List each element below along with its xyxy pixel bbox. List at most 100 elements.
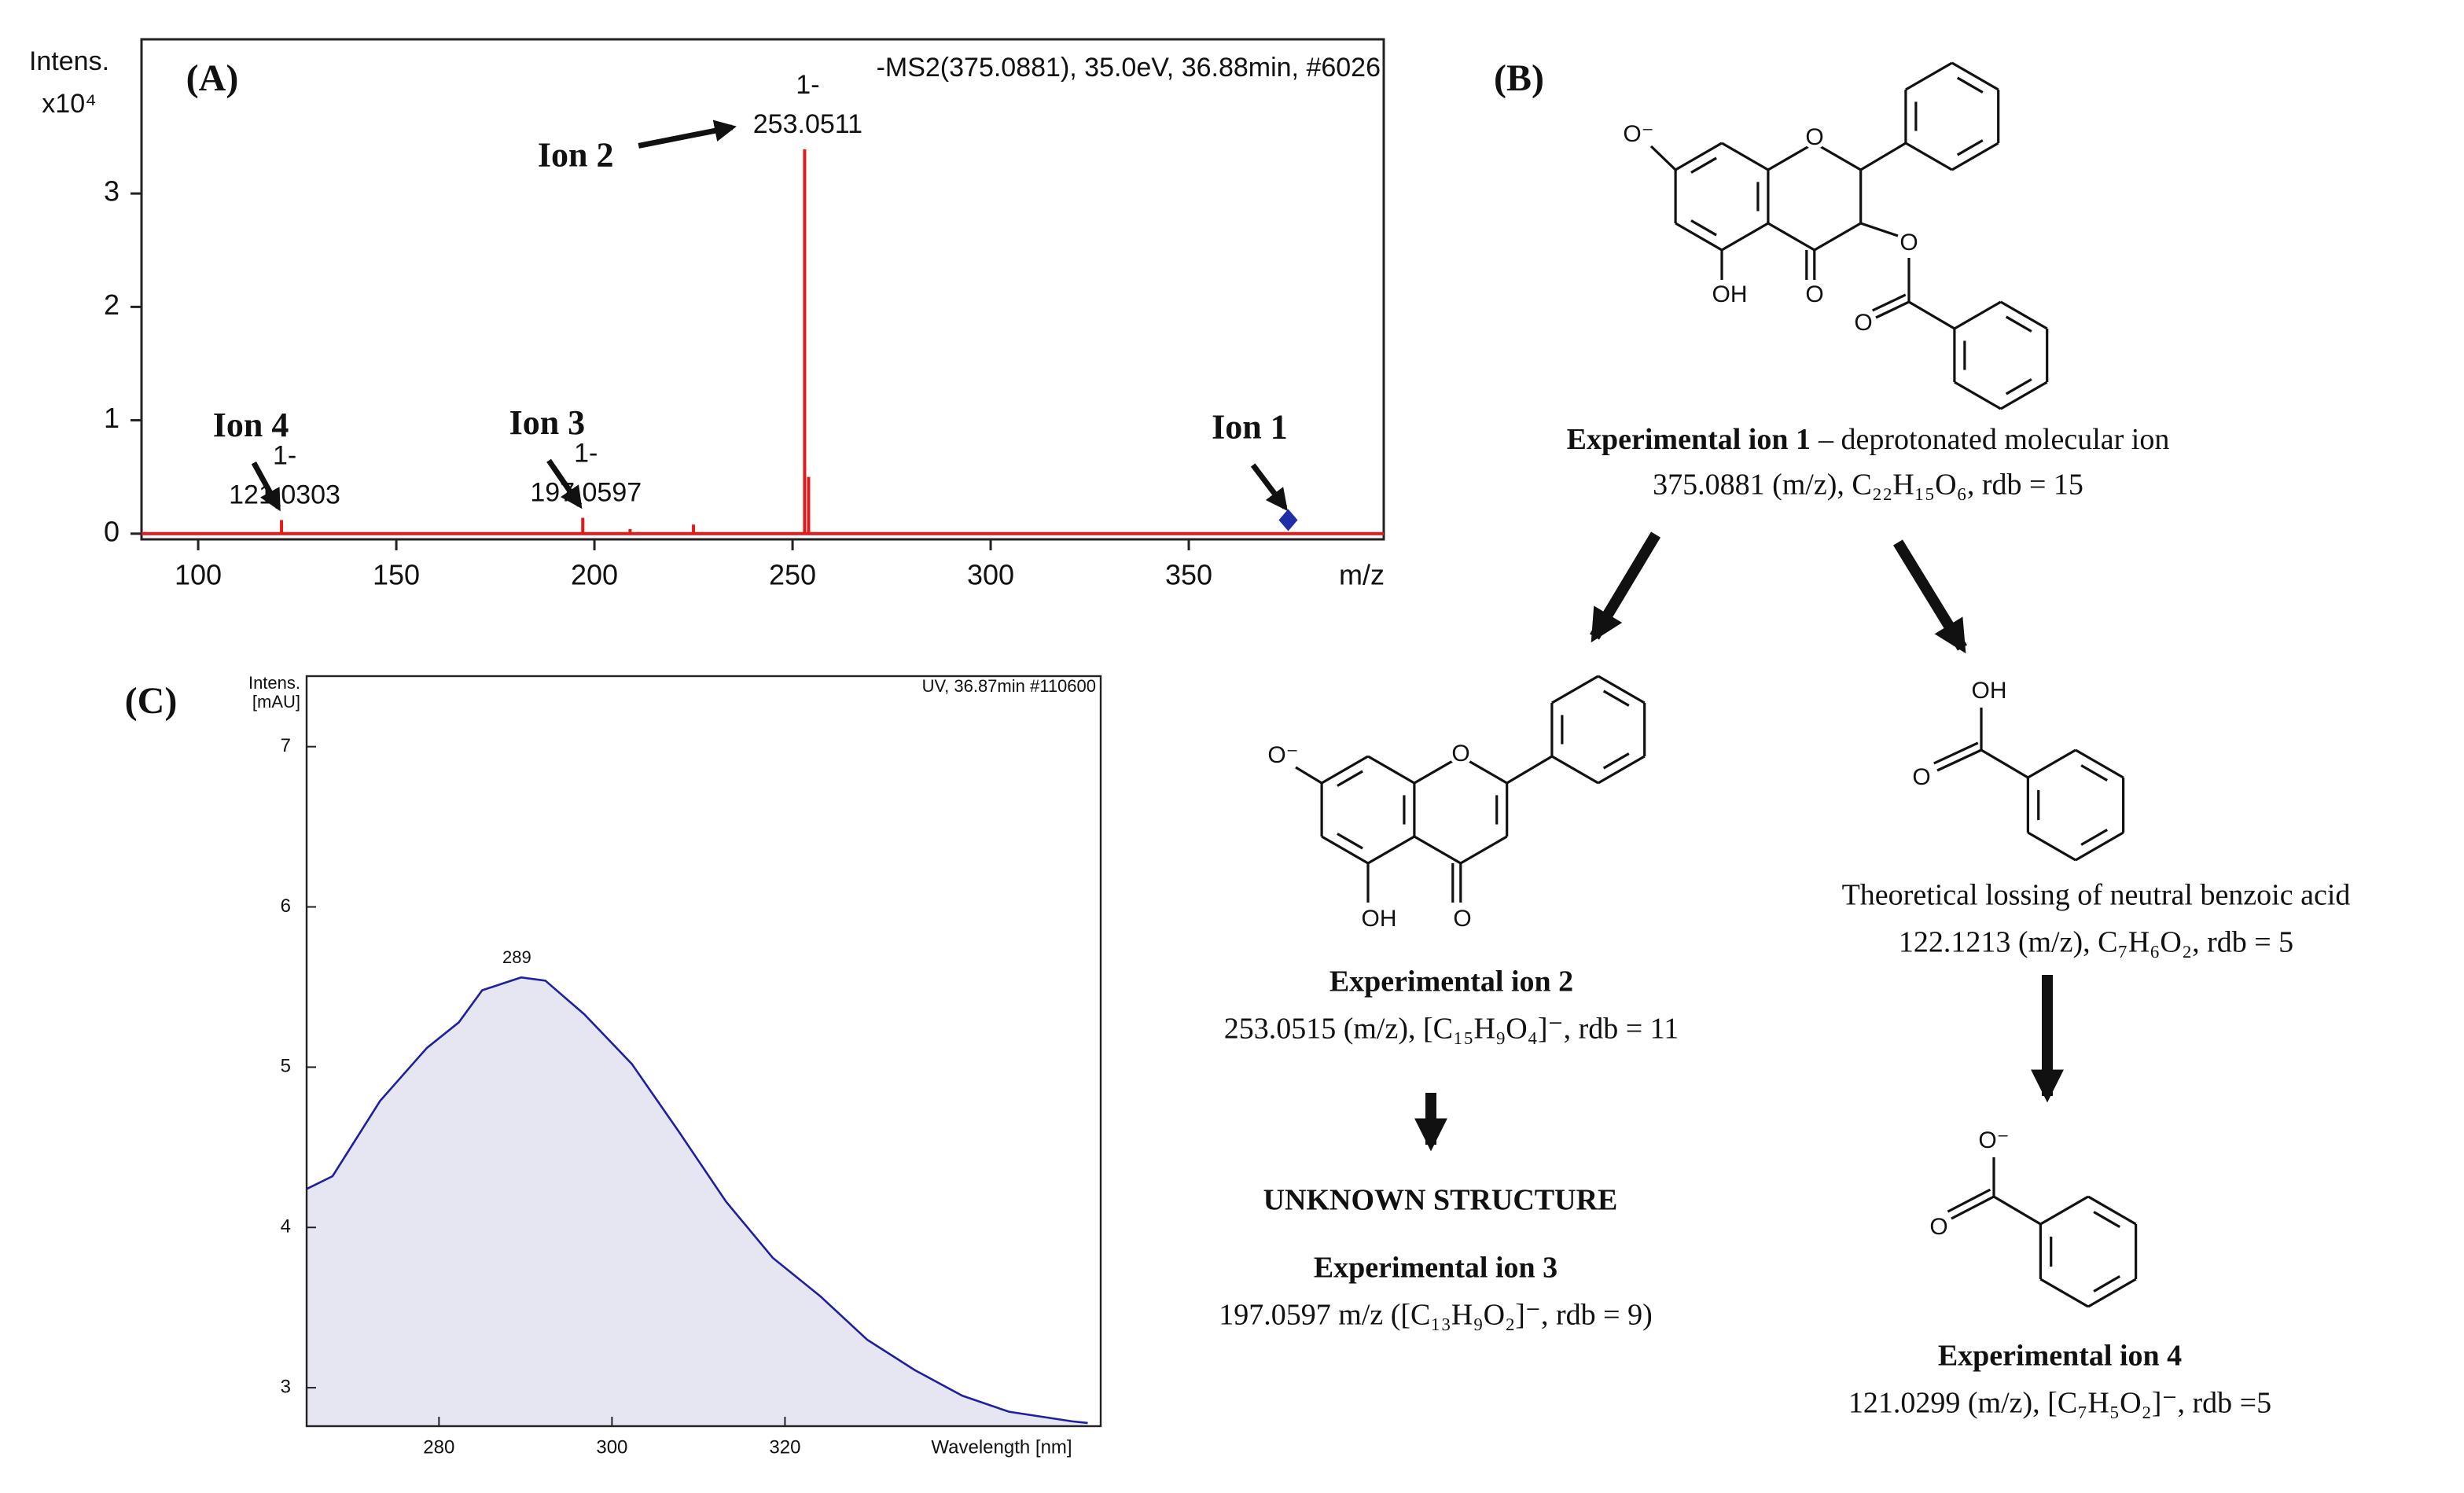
bond (1602, 690, 1630, 707)
y-tick-label: 3 (104, 175, 120, 208)
annotation-arrow (1250, 463, 1288, 511)
chart-title: -MS2(375.0881), 35.0eV, 36.88min, #6026 (877, 53, 1381, 83)
peak-mz-label: 197.0597 (530, 478, 642, 508)
bond (2093, 1275, 2120, 1293)
y-tick-label: 3 (281, 1376, 291, 1397)
chart-title: UV, 36.87min #110600 (922, 676, 1096, 696)
x-tick-label: 300 (967, 559, 1014, 591)
x-axis-label: m/z (1339, 559, 1385, 591)
y-tick-label: 0 (104, 515, 120, 547)
bond (1321, 835, 1369, 865)
x-tick-label: 150 (373, 559, 420, 591)
y-tick-label: 2 (104, 289, 120, 321)
atom: O⁻ (1978, 1127, 2009, 1153)
bond (1933, 741, 1979, 765)
peak-label: 289 (502, 947, 531, 967)
bond (1908, 300, 1955, 330)
atom: O (1453, 906, 1471, 932)
bond (2093, 1211, 2120, 1228)
atom: OH (1972, 678, 2007, 704)
annotation: Ion 4 (213, 406, 289, 444)
bond (2087, 1195, 2137, 1226)
bond (1551, 755, 1599, 785)
ion1-subtitle: – deprotonated molecular ion (1818, 423, 2169, 456)
ion2-formula: 253.0515 (m/z), [C₁₅H₉O₄]⁻, rdb = 11 (1224, 1013, 1679, 1046)
panel-label: (B) (1494, 57, 1544, 99)
annotation: Ion 2 (538, 136, 614, 175)
atom: O (1805, 281, 1823, 307)
neutral-formula: 122.1213 (m/z), C₇H₆O₂, rdb = 5 (1899, 926, 2293, 959)
plot-frame (140, 38, 1385, 541)
bond (2075, 748, 2124, 779)
x-tick-label: 100 (175, 559, 222, 591)
molecule-bonds (1295, 61, 2138, 1308)
atom: OH (1712, 281, 1748, 307)
charts: (A) -MS2(375.0881), 35.0eV, 36.88min, #60… (29, 38, 1385, 1458)
atom: O (1451, 741, 1469, 767)
annotation-arrow (546, 458, 583, 509)
bond (2005, 315, 2032, 333)
y-axis-label: Intens. (29, 46, 109, 76)
bond (1956, 76, 1984, 94)
bond (1321, 755, 1369, 785)
bond (1367, 755, 1415, 785)
ion4-formula: 121.0299 (m/z), [C₇H₅O₂]⁻, rdb =5 (1848, 1387, 2271, 1420)
y-tick-label: 1 (104, 402, 120, 434)
atom: O (1854, 310, 1872, 336)
arrow (1589, 531, 1661, 643)
y-tick-label: 5 (281, 1056, 291, 1077)
bond (2080, 829, 2108, 846)
y-tick-label: 7 (281, 735, 291, 756)
bond (1675, 222, 1723, 252)
bond (1951, 142, 1999, 171)
bond (2075, 831, 2124, 862)
x-tick-label: 280 (423, 1436, 454, 1458)
bond (1337, 833, 1363, 850)
neutral-title: Theoretical lossing of neutral benzoic a… (1842, 879, 2351, 912)
y-axis-label: x10⁴ (42, 89, 96, 119)
y-axis-label: [mAU] (252, 692, 300, 712)
area (307, 977, 1088, 1426)
atom: O (1929, 1214, 1947, 1240)
bond (1951, 61, 1999, 91)
atom: OH (1362, 906, 1397, 932)
annotation-arrow (638, 120, 737, 149)
annotation: Ion 1 (1212, 408, 1288, 447)
x-axis-label: Wavelength [nm] (931, 1436, 1072, 1458)
bond (1905, 61, 1953, 91)
bond (2027, 748, 2076, 779)
bond (2027, 831, 2076, 862)
bond (1814, 222, 1862, 252)
bond (2087, 1278, 2137, 1308)
bond (1414, 755, 1462, 785)
bond (1936, 748, 1982, 772)
bond (1295, 766, 1322, 785)
bond (1414, 835, 1462, 865)
bond (1905, 142, 1953, 171)
ion3-formula: 197.0597 m/z ([C₁₃H₉O₂]⁻, rdb = 9) (1219, 1299, 1652, 1332)
ion2-title: Experimental ion 2 (1329, 965, 1573, 998)
ion1-formula: 375.0881 (m/z), C₂₂H₁₅O₆, rdb = 15 (1653, 469, 2083, 502)
y-axis-label: Intens. (248, 673, 300, 693)
atom: O⁻ (1623, 121, 1653, 147)
x-tick-label: 320 (769, 1436, 800, 1458)
y-tick-label: 6 (281, 895, 291, 917)
bond (1859, 142, 1907, 171)
bond (1980, 748, 2029, 779)
atom: O (1912, 764, 1930, 790)
bond (1602, 752, 1630, 770)
bond (1460, 755, 1508, 785)
bond (2080, 764, 2108, 781)
flow-arrows (1414, 531, 2064, 1152)
y-tick-label: 4 (281, 1216, 291, 1237)
bond (2000, 381, 2048, 410)
atom: O⁻ (1267, 742, 1298, 768)
bond (1951, 1195, 1995, 1220)
ion1-title: Experimental ion 1 (1567, 423, 1811, 456)
bond (1721, 222, 1769, 252)
bond (1947, 1188, 1991, 1213)
unknown-structure: UNKNOWN STRUCTURE (1263, 1184, 1618, 1217)
bond (2005, 378, 2032, 395)
ion1-caption: Experimental ion 1– deprotonated molecul… (1567, 423, 2170, 456)
